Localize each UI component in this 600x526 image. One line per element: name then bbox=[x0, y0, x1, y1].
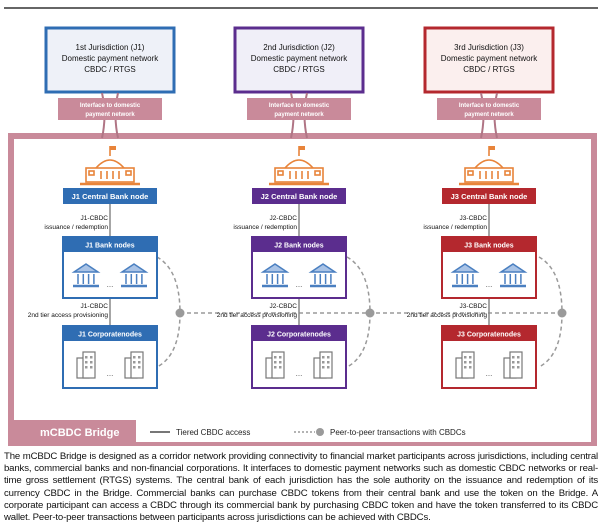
corporate-nodes-label: J1 Corporatenodes bbox=[78, 332, 142, 339]
ellipsis: ... bbox=[296, 280, 303, 289]
commercial-bank-icon bbox=[450, 263, 480, 288]
system-label: CBDC / RTGS bbox=[463, 65, 514, 74]
system-label: CBDC / RTGS bbox=[273, 65, 324, 74]
ellipsis: ... bbox=[296, 369, 303, 378]
commercial-bank-icon bbox=[308, 263, 338, 288]
bank-nodes-label: J2 Bank nodes bbox=[274, 243, 324, 250]
central-bank-icon bbox=[459, 146, 519, 186]
tier-cbdc-label: J1-CBDC bbox=[81, 303, 109, 310]
commercial-bank-icon bbox=[119, 263, 149, 288]
central-bank-node-label: J2 Central Bank node bbox=[261, 192, 338, 201]
issuance-cbdc-label: J3-CBDC bbox=[460, 215, 488, 222]
mcbdc-bridge-diagram: mCBDC Bridge Tiered CBDC access Peer-to-… bbox=[4, 7, 598, 446]
peer-to-peer-network bbox=[156, 256, 567, 368]
interface-label: payment network bbox=[464, 112, 514, 118]
domestic-network-box bbox=[44, 26, 176, 94]
bridge-label: mCBDC Bridge bbox=[40, 427, 119, 439]
bank-nodes-header bbox=[63, 237, 157, 252]
interface-label: Interface to domestic bbox=[80, 103, 141, 109]
tier-label: 2nd tier access provisioning bbox=[217, 312, 298, 319]
legend-p2p-label: Peer-to-peer transactions with CBDCs bbox=[330, 428, 466, 437]
corporate-building-icon bbox=[76, 351, 96, 379]
domestic-network-box bbox=[423, 26, 555, 94]
corporate-building-icon bbox=[503, 351, 523, 379]
domestic-network-label: Domestic payment network bbox=[62, 54, 159, 63]
ellipsis: ... bbox=[486, 280, 493, 289]
p2p-node-dot bbox=[175, 308, 185, 318]
p2p-node-dot bbox=[365, 308, 375, 318]
central-bank-node bbox=[252, 188, 346, 204]
bank-nodes-header bbox=[252, 237, 346, 252]
bridge-legend-strip bbox=[136, 420, 591, 442]
ellipsis: ... bbox=[107, 280, 114, 289]
issuance-label: issuance / redemption bbox=[423, 224, 487, 231]
jurisdiction-title: 2nd Jurisdiction (J2) bbox=[263, 43, 335, 52]
commercial-bank-icon bbox=[498, 263, 528, 288]
issuance-cbdc-label: J2-CBDC bbox=[270, 215, 298, 222]
corporate-building-icon bbox=[124, 351, 144, 379]
corporate-nodes-label: J3 Corporatenodes bbox=[457, 332, 521, 339]
corporate-building-icon bbox=[455, 351, 475, 379]
legend-p2p-dot bbox=[316, 428, 324, 436]
jurisdiction-1: 1st Jurisdiction (J1) Domestic payment ne… bbox=[28, 26, 176, 389]
corporate-nodes-header bbox=[252, 326, 346, 341]
interface-box bbox=[247, 98, 351, 120]
corporate-nodes-header bbox=[63, 326, 157, 341]
jurisdiction-3: 3rd Jurisdiction (J3) Domestic payment ne… bbox=[407, 26, 555, 389]
domestic-network-box bbox=[233, 26, 365, 94]
corporate-building-icon bbox=[313, 351, 333, 379]
issuance-label: issuance / redemption bbox=[233, 224, 297, 231]
central-bank-node bbox=[63, 188, 157, 204]
legend-tiered-label: Tiered CBDC access bbox=[176, 428, 250, 437]
bank-nodes-header bbox=[442, 237, 536, 252]
corporate-nodes-header bbox=[442, 326, 536, 341]
interface-label: payment network bbox=[274, 112, 324, 118]
tier-label: 2nd tier access provisioning bbox=[407, 312, 488, 319]
interface-label: Interface to domestic bbox=[269, 103, 330, 109]
central-bank-node bbox=[442, 188, 536, 204]
central-bank-node-label: J3 Central Bank node bbox=[451, 192, 528, 201]
commercial-bank-icon bbox=[71, 263, 101, 288]
central-bank-node-label: J1 Central Bank node bbox=[72, 192, 149, 201]
ellipsis: ... bbox=[486, 369, 493, 378]
jurisdiction-title: 1st Jurisdiction (J1) bbox=[76, 43, 145, 52]
commercial-bank-icon bbox=[260, 263, 290, 288]
interface-box bbox=[58, 98, 162, 120]
figure-caption: The mCBDC Bridge is designed as a corrid… bbox=[4, 451, 598, 524]
bank-nodes-label: J1 Bank nodes bbox=[85, 243, 135, 250]
interface-label: payment network bbox=[85, 112, 135, 118]
corporate-nodes-label: J2 Corporatenodes bbox=[267, 332, 331, 339]
tier-label: 2nd tier access provisioning bbox=[28, 312, 109, 319]
jurisdiction-title: 3rd Jurisdiction (J3) bbox=[454, 43, 524, 52]
domestic-network-label: Domestic payment network bbox=[441, 54, 538, 63]
ellipsis: ... bbox=[107, 369, 114, 378]
interface-label: Interface to domestic bbox=[459, 103, 520, 109]
central-bank-icon bbox=[80, 146, 140, 186]
tier-cbdc-label: J3-CBDC bbox=[460, 303, 488, 310]
jurisdiction-2: 2nd Jurisdiction (J2) Domestic payment ne… bbox=[217, 26, 365, 389]
domestic-network-label: Domestic payment network bbox=[251, 54, 348, 63]
bank-nodes-label: J3 Bank nodes bbox=[464, 243, 514, 250]
issuance-label: issuance / redemption bbox=[44, 224, 108, 231]
interface-box bbox=[437, 98, 541, 120]
central-bank-icon bbox=[269, 146, 329, 186]
system-label: CBDC / RTGS bbox=[84, 65, 135, 74]
tier-cbdc-label: J2-CBDC bbox=[270, 303, 298, 310]
p2p-node-dot bbox=[557, 308, 567, 318]
corporate-building-icon bbox=[265, 351, 285, 379]
issuance-cbdc-label: J1-CBDC bbox=[81, 215, 109, 222]
